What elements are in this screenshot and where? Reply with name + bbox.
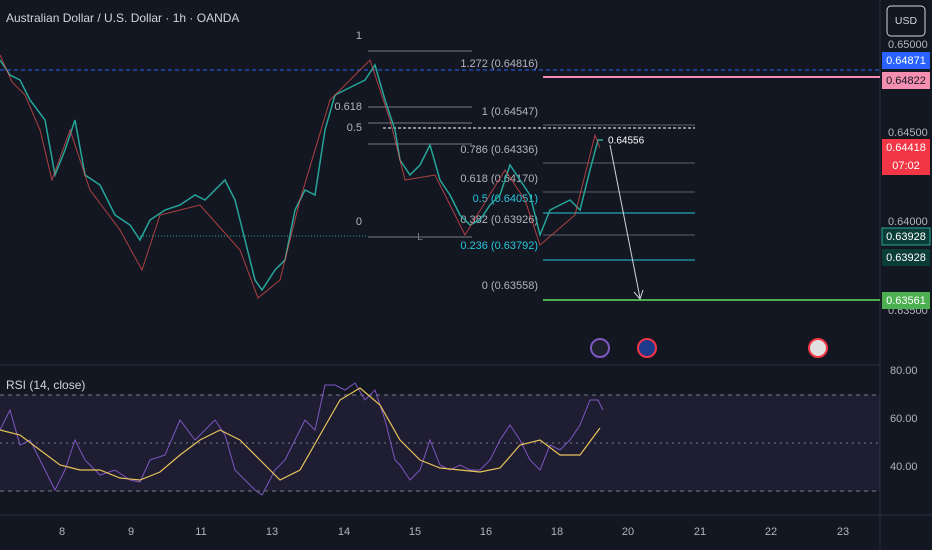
rsi-tick: 80.00 [890,365,918,377]
event-us[interactable] [808,338,828,358]
rsi-tick: 60.00 [890,413,918,425]
fib-label: 1 [356,30,362,42]
fib-label: 1.272 (0.64816) [460,58,538,70]
time-tick: 20 [622,526,634,538]
time-tick: 21 [694,526,706,538]
time-tick: 13 [266,526,278,538]
time-axis: 8 9 11 13 14 15 16 18 20 21 22 23 [59,526,849,538]
badge-text: 0.64871 [886,55,926,67]
badge [882,249,930,266]
low-marker: L [417,231,423,243]
time-tick: 11 [195,526,206,538]
fib-label: 0.618 [334,101,362,113]
badge-text: 0.63928 [886,231,926,243]
price-badges: 0.64871 0.64822 0.64418 07:02 0.63928 0.… [881,52,931,309]
time-tick: 8 [59,526,65,538]
time-tick: 9 [128,526,134,538]
time-tick: 22 [765,526,777,538]
badge-text: 07:02 [892,160,920,172]
fib-label: 1 (0.64547) [482,106,538,118]
badge-text: 0.64418 [886,142,926,154]
badge [882,139,930,175]
currency-button[interactable] [886,5,926,37]
fib-label: 0.382 (0.63926) [460,214,538,226]
price-wicks [0,54,601,299]
price-ticks: 0.65000 0.64500 0.64000 0.63500 [888,39,928,317]
time-tick: 18 [551,526,563,538]
time-tick: 14 [338,526,350,538]
peak-label: 0.64556 [608,136,645,147]
badge [882,292,930,309]
badge-text: 0.63928 [886,252,926,264]
time-tick: 15 [409,526,421,538]
price-tick: 0.64500 [888,127,928,139]
badge-text: 0.63561 [886,295,926,307]
rsi-ticks: 80.00 60.00 40.00 [890,365,918,473]
symbol-title: Australian Dollar / U.S. Dollar · 1h · O… [6,11,239,25]
fib-right-labels: 1.272 (0.64816) 1 (0.64547) 0.786 (0.643… [460,58,538,292]
time-tick: 23 [837,526,849,538]
currency-label[interactable]: USD [895,15,918,27]
price-line [0,59,603,292]
badge [882,52,930,69]
fib-label: 0 (0.63558) [482,280,538,292]
fib-label: 0.5 [347,122,362,134]
arrow-head [633,289,644,300]
forecast-arrow [609,144,641,299]
fib-label: 0.5 (0.64051) [473,193,538,205]
price-tick: 0.65000 [888,39,928,51]
fib-label: 0 [356,216,362,228]
rsi-line [0,382,604,496]
fib-left-labels: 1 0.618 0.5 0 [334,30,362,228]
fib-label: 0.786 (0.64336) [460,144,538,156]
rsi-ma [0,387,601,481]
price-tick: 0.64000 [888,216,928,228]
event-au[interactable] [637,338,657,358]
badge-text: 0.64822 [886,75,926,87]
fib-label: 0.236 (0.63792) [460,240,538,252]
badge [881,227,931,246]
event-icon[interactable] [590,338,610,358]
badge [882,72,930,89]
time-tick: 16 [480,526,492,538]
rsi-title: RSI (14, close) [6,378,85,392]
rsi-tick: 40.00 [890,461,918,473]
